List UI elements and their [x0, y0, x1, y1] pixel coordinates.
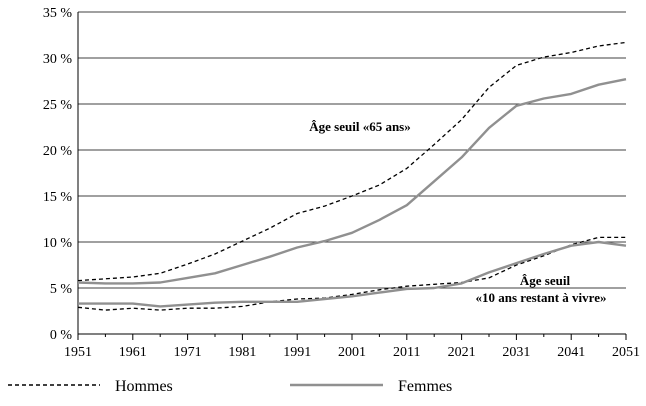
x-tick-label: 2011 — [393, 345, 420, 360]
legend: Hommes Femmes — [8, 378, 452, 395]
x-tick-label: 1981 — [228, 345, 256, 360]
x-tick-label: 1951 — [64, 345, 92, 360]
y-tick-label: 20 % — [43, 144, 73, 159]
tick-labels: 0 % 5 % 10 % 15 % 20 % 25 % 30 % 35 % 1951 1961 19… — [43, 6, 640, 360]
series-line-femmes-age-10 — [78, 240, 627, 308]
y-tick-label: 10 % — [43, 236, 73, 251]
legend-label-hommes: Hommes — [115, 378, 173, 395]
annotation-age-10-line1: Âge seuil — [520, 273, 571, 288]
x-tick-label: 2041 — [557, 345, 585, 360]
grid-lines — [78, 11, 626, 289]
legend-label-femmes: Femmes — [398, 378, 452, 395]
series-line-hommes-age-65 — [77, 41, 627, 282]
annotation-age-10-line2: «10 ans restant à vivre» — [476, 290, 607, 305]
series-lines — [77, 41, 627, 311]
x-tick-label: 1971 — [174, 345, 202, 360]
series-line-femmes-age-65 — [77, 78, 627, 285]
y-tick-label: 5 % — [50, 282, 73, 297]
annotation-age-65: Âge seuil «65 ans» — [309, 119, 410, 134]
y-tick-label: 15 % — [43, 190, 73, 205]
y-tick-label: 30 % — [43, 52, 73, 67]
x-tick-label: 2051 — [612, 345, 640, 360]
y-tick-label: 25 % — [43, 98, 73, 113]
y-tick-label: 35 % — [43, 6, 73, 21]
x-tick-label: 1961 — [119, 345, 147, 360]
x-tick-label: 2001 — [338, 345, 366, 360]
series-line-hommes-age-10 — [77, 236, 626, 311]
x-tick-label: 1991 — [283, 345, 311, 360]
x-tick-label: 2031 — [502, 345, 530, 360]
x-tick-label: 2021 — [448, 345, 476, 360]
y-tick-label: 0 % — [50, 328, 73, 343]
